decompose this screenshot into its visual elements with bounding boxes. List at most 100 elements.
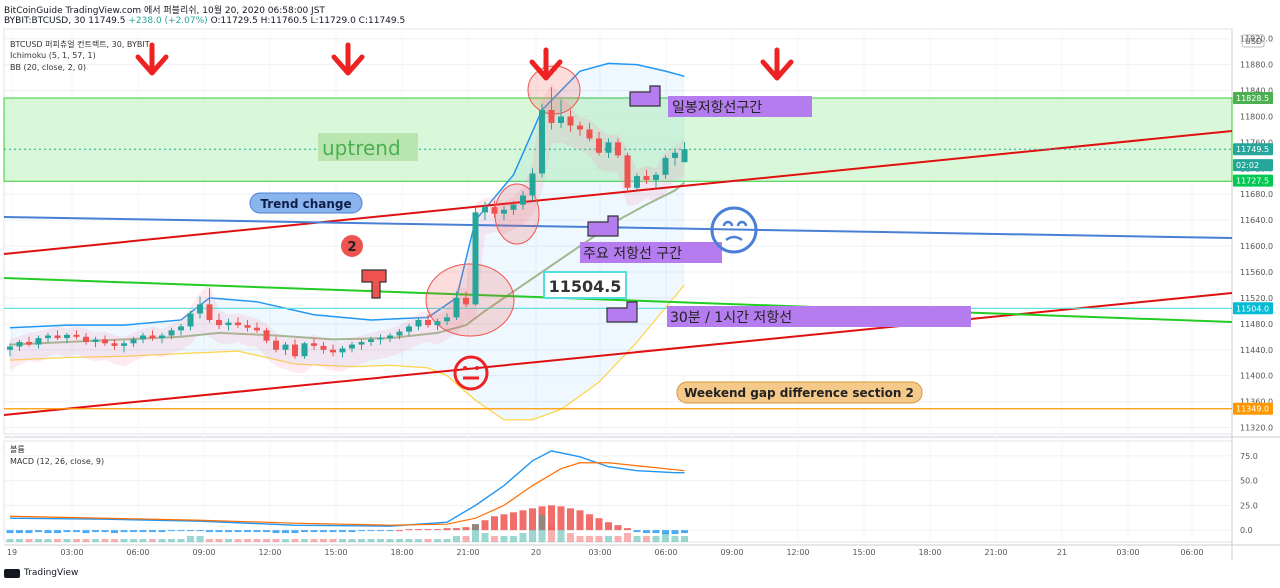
macd-histogram-bar[interactable] — [7, 530, 14, 533]
volume-bar[interactable] — [254, 539, 261, 542]
macd-histogram-bar[interactable] — [529, 508, 536, 530]
candle-body[interactable] — [672, 153, 678, 158]
macd-histogram-bar[interactable] — [615, 525, 622, 530]
macd-histogram-bar[interactable] — [121, 530, 128, 532]
candle-body[interactable] — [587, 129, 593, 138]
volume-bar[interactable] — [140, 539, 147, 542]
macd-histogram-bar[interactable] — [159, 530, 166, 532]
macd-histogram-bar[interactable] — [681, 530, 688, 533]
macd-histogram-bar[interactable] — [596, 518, 603, 530]
macd-histogram-bar[interactable] — [558, 506, 565, 530]
candle-body[interactable] — [302, 343, 308, 356]
candle-body[interactable] — [682, 149, 688, 162]
macd-histogram-bar[interactable] — [64, 530, 71, 532]
macd-histogram-bar[interactable] — [45, 530, 52, 533]
macd-histogram-bar[interactable] — [586, 514, 593, 530]
macd-histogram-bar[interactable] — [491, 516, 498, 530]
candle-body[interactable] — [501, 210, 507, 214]
candle-body[interactable] — [473, 212, 479, 304]
macd-histogram-bar[interactable] — [301, 530, 308, 532]
volume-bar[interactable] — [482, 533, 489, 542]
candle-body[interactable] — [359, 342, 365, 345]
macd-histogram-bar[interactable] — [73, 530, 80, 532]
candle-body[interactable] — [178, 326, 184, 330]
macd-histogram-bar[interactable] — [168, 530, 175, 531]
volume-bar[interactable] — [453, 536, 460, 542]
volume-bar[interactable] — [605, 536, 612, 542]
volume-bar[interactable] — [377, 539, 384, 542]
macd-histogram-bar[interactable] — [292, 530, 299, 533]
candle-body[interactable] — [7, 347, 13, 350]
candle-body[interactable] — [387, 336, 393, 339]
candle-body[interactable] — [511, 205, 517, 210]
volume-bar[interactable] — [672, 536, 679, 542]
candle-body[interactable] — [330, 350, 336, 353]
macd-histogram-bar[interactable] — [149, 530, 156, 532]
macd-histogram-bar[interactable] — [92, 530, 99, 532]
candle-body[interactable] — [64, 335, 70, 338]
candle-body[interactable] — [349, 345, 355, 349]
macd-histogram-bar[interactable] — [415, 529, 422, 530]
volume-bar[interactable] — [339, 539, 346, 542]
volume-bar[interactable] — [501, 536, 508, 542]
volume-bar[interactable] — [130, 539, 137, 542]
volume-bar[interactable] — [596, 536, 603, 542]
macd-histogram-bar[interactable] — [320, 530, 327, 532]
macd-histogram-bar[interactable] — [26, 530, 33, 533]
macd-histogram-bar[interactable] — [434, 529, 441, 530]
macd-histogram-bar[interactable] — [520, 510, 527, 530]
volume-bar[interactable] — [491, 536, 498, 542]
candle-body[interactable] — [663, 158, 669, 175]
candle-body[interactable] — [26, 342, 32, 345]
volume-bar[interactable] — [92, 539, 99, 542]
candle-body[interactable] — [340, 348, 346, 352]
candle-body[interactable] — [311, 343, 317, 346]
macd-histogram-bar[interactable] — [444, 528, 451, 530]
volume-bar[interactable] — [178, 539, 185, 542]
legend-title[interactable]: BTCUSD 퍼피츄얼 컨트랙트, 30, BYBIT — [10, 39, 150, 50]
candle-body[interactable] — [596, 139, 602, 153]
candle-body[interactable] — [577, 126, 583, 130]
candle-body[interactable] — [197, 304, 203, 313]
candle-body[interactable] — [188, 313, 194, 326]
macd-histogram-bar[interactable] — [225, 530, 232, 532]
volume-bar[interactable] — [26, 539, 33, 542]
macd-histogram-bar[interactable] — [463, 527, 470, 530]
macd-histogram-bar[interactable] — [406, 529, 413, 530]
volume-bar[interactable] — [539, 515, 546, 542]
volume-bar[interactable] — [216, 539, 223, 542]
macd-histogram-bar[interactable] — [216, 530, 223, 532]
candle-body[interactable] — [568, 116, 574, 125]
candle-body[interactable] — [606, 142, 612, 152]
volume-bar[interactable] — [244, 539, 251, 542]
macd-histogram-bar[interactable] — [501, 514, 508, 530]
volume-bar[interactable] — [83, 539, 90, 542]
macd-histogram-bar[interactable] — [643, 530, 650, 533]
macd-histogram-bar[interactable] — [377, 530, 384, 531]
volume-bar[interactable] — [634, 536, 641, 542]
volume-bar[interactable] — [472, 524, 479, 542]
candle-body[interactable] — [644, 176, 650, 180]
candle-body[interactable] — [435, 321, 441, 325]
volume-bar[interactable] — [159, 539, 166, 542]
highlight-circle[interactable] — [426, 264, 514, 336]
macd-histogram-bar[interactable] — [368, 530, 375, 531]
macd-histogram-bar[interactable] — [235, 530, 242, 532]
volume-bar[interactable] — [615, 536, 622, 542]
volume-bar[interactable] — [586, 536, 593, 542]
volume-bar[interactable] — [45, 539, 52, 542]
volume-bar[interactable] — [529, 530, 536, 542]
macd-histogram-bar[interactable] — [358, 530, 365, 531]
volume-bar[interactable] — [444, 539, 451, 542]
candle-body[interactable] — [159, 336, 165, 339]
candle-body[interactable] — [549, 110, 555, 123]
volume-bar[interactable] — [102, 539, 109, 542]
candle-body[interactable] — [482, 207, 488, 212]
candle-body[interactable] — [321, 346, 327, 350]
candle-body[interactable] — [520, 196, 526, 205]
volume-bar[interactable] — [358, 539, 365, 542]
macd-histogram-bar[interactable] — [577, 510, 584, 530]
volume-bar[interactable] — [301, 539, 308, 542]
macd-histogram-bar[interactable] — [140, 530, 147, 532]
volume-bar[interactable] — [35, 539, 42, 542]
